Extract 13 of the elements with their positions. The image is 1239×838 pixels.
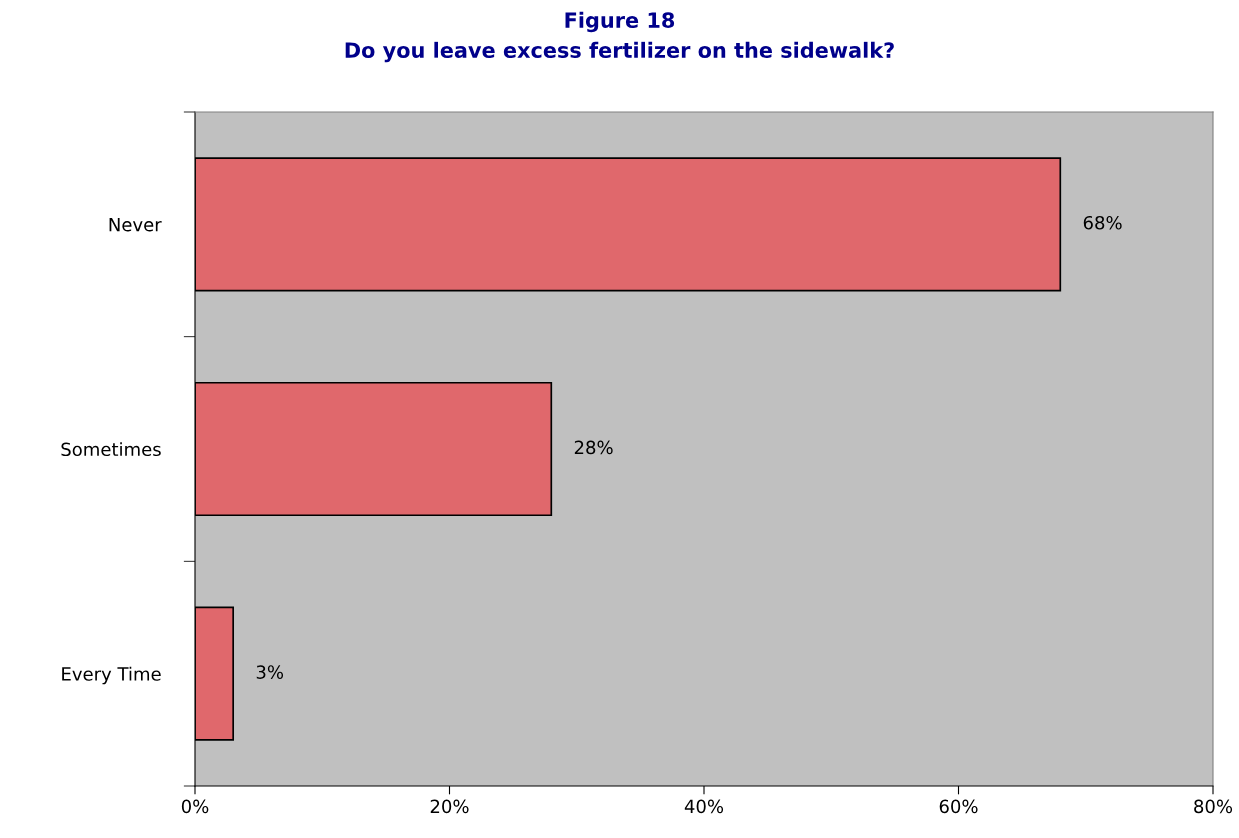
- data-label: 28%: [574, 440, 613, 455]
- x-tick-label: 80%: [1194, 799, 1233, 814]
- x-tick-label: 0%: [181, 799, 209, 814]
- y-tick-label: Sometimes: [61, 442, 161, 457]
- data-label: 3%: [256, 665, 284, 679]
- y-tick-label: Never: [109, 218, 162, 232]
- y-tick-label: Every Time: [62, 666, 161, 685]
- data-label: 68%: [1083, 215, 1122, 230]
- x-tick-label: 20%: [430, 799, 469, 814]
- chart-title: Figure 18: [565, 11, 675, 33]
- x-tick-label: 40%: [684, 799, 724, 814]
- x-tick-label: 60%: [939, 799, 978, 814]
- chart-subtitle: Do you leave excess fertilizer on the sidewalk?: [345, 41, 894, 63]
